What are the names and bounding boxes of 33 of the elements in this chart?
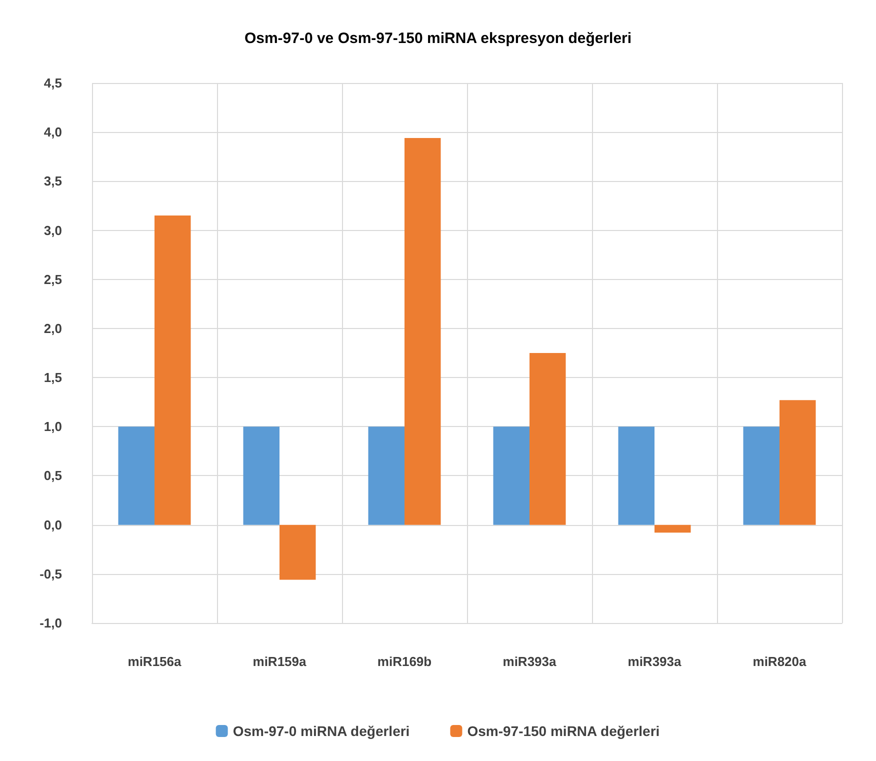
x-tick-label: miR393a: [628, 654, 682, 669]
y-tick-label: 3,5: [44, 174, 62, 189]
bar: [368, 426, 404, 525]
bar: [243, 426, 280, 525]
y-tick-label: 2,0: [44, 320, 62, 336]
bar: [654, 524, 691, 533]
legend-label: Osm-97-150 miRNA değerleri: [467, 723, 660, 739]
y-tick-label: 4,0: [44, 124, 62, 140]
y-tick-label: -0,5: [40, 566, 62, 582]
x-tick-label: miR393a: [502, 654, 558, 669]
y-tick-label: 1,5: [44, 370, 62, 386]
y-tick-label: -1,0: [40, 616, 62, 630]
bar: [280, 524, 316, 580]
bar: [618, 426, 654, 525]
legend-label: Osm-97-0 miRNA değerleri: [232, 723, 410, 739]
bar: [743, 426, 780, 525]
chart-title: Osm-97-0 ve Osm-97-150 miRNA ekspresyon değerleri: [244, 30, 632, 47]
x-tick-label: miR156a: [128, 654, 182, 669]
bar: [118, 426, 154, 525]
y-tick-label: 2,5: [44, 272, 62, 287]
x-tick-label: miR820a: [752, 654, 808, 669]
x-tick-label: miR159a: [252, 654, 308, 669]
y-tick-label: 3,0: [44, 222, 62, 238]
bar: [780, 400, 816, 525]
bar: [404, 138, 441, 525]
y-tick-label: 0,5: [44, 468, 62, 484]
y-tick-label: 1,0: [44, 419, 62, 434]
x-tick-label: miR169b: [377, 654, 432, 669]
y-tick-label: 0,0: [44, 517, 62, 532]
bar: [493, 426, 530, 525]
bar: [530, 353, 566, 525]
bar: [154, 216, 191, 525]
y-tick-label: 4,5: [44, 76, 62, 90]
